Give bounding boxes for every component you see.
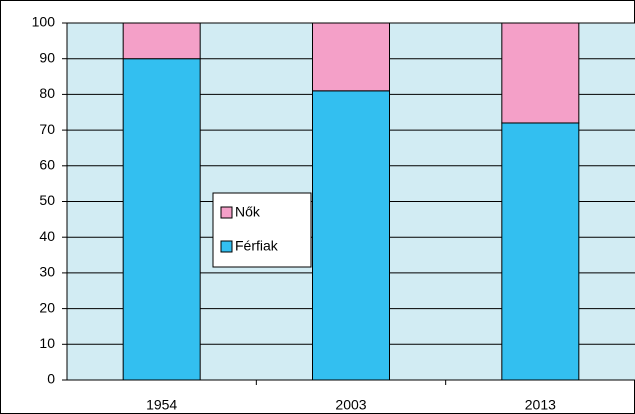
bar-segment: [312, 22, 390, 92]
x-tick-label: 2013: [525, 397, 556, 413]
legend-swatch: [220, 206, 233, 219]
legend-swatch: [220, 240, 233, 253]
x-tick-label: 1954: [146, 397, 177, 413]
y-tick-label: 80: [39, 85, 55, 101]
y-tick-label: 0: [47, 371, 55, 387]
y-tick-label: 70: [39, 121, 55, 137]
y-tick-label: 30: [39, 264, 55, 280]
y-tick-label: 20: [39, 299, 55, 315]
legend-label: Nők: [235, 204, 261, 220]
y-tick-label: 40: [39, 228, 55, 244]
bar-segment: [122, 22, 201, 60]
y-tick-label: 50: [39, 192, 55, 208]
y-tick-label: 100: [32, 14, 56, 30]
y-tick-label: 90: [39, 49, 55, 65]
bar-segment: [122, 58, 201, 381]
y-tick-label: 60: [39, 157, 55, 173]
legend: [212, 192, 312, 268]
bar-segment: [312, 90, 390, 381]
y-tick-label: 10: [39, 335, 55, 351]
bar-segment: [501, 22, 580, 124]
legend-label: Férfiak: [235, 238, 279, 254]
bar-segment: [501, 122, 580, 381]
x-tick-label: 2003: [335, 397, 366, 413]
